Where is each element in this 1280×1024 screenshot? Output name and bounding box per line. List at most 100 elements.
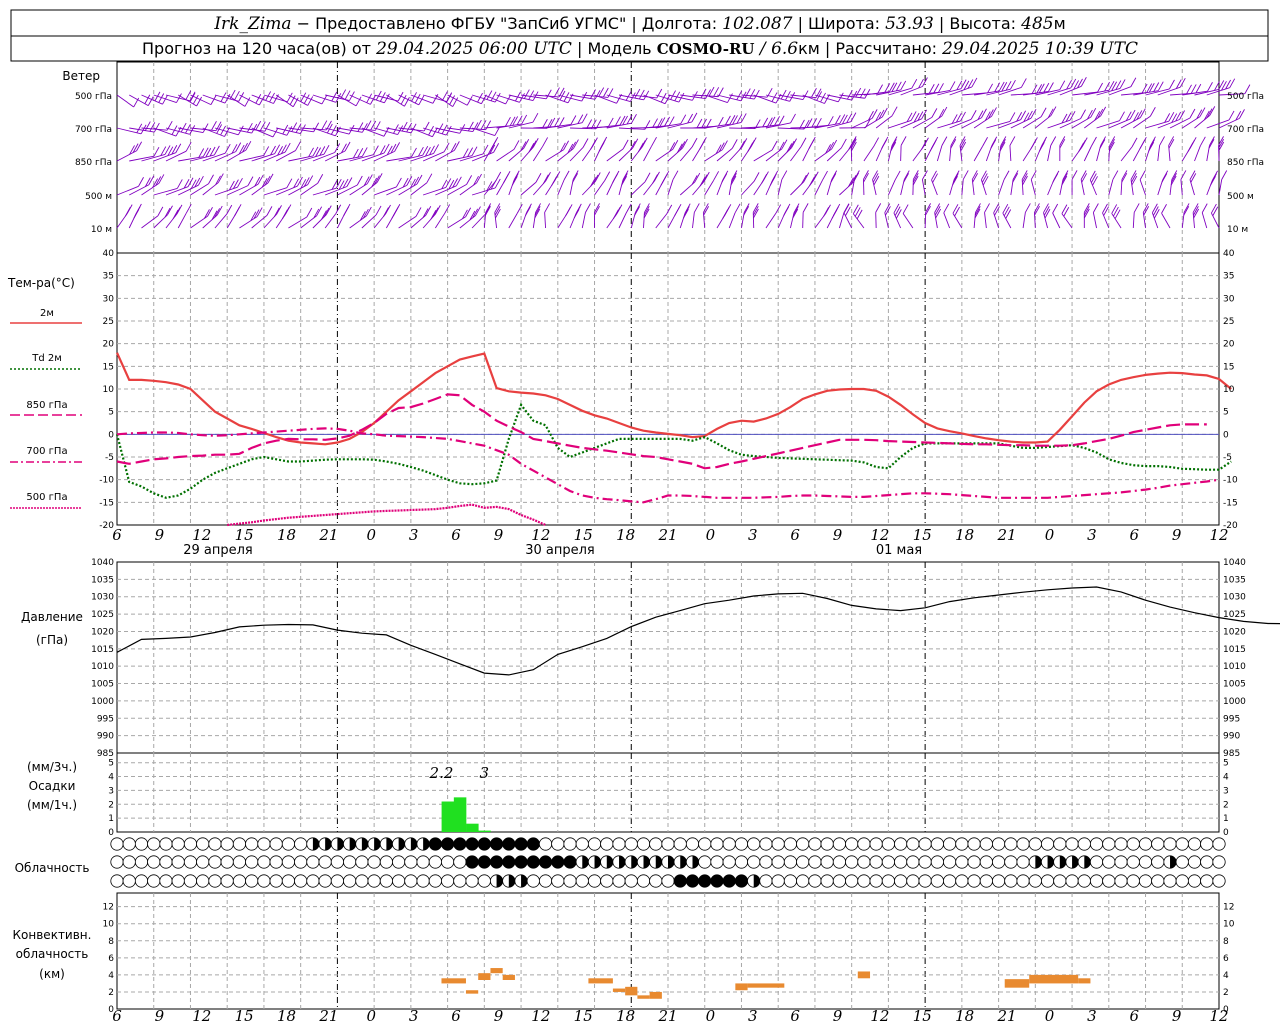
- wind-barb-flag: [692, 91, 698, 101]
- cloud-cover-circle: [208, 874, 222, 888]
- wind-barb-flag: [316, 206, 323, 216]
- wind-barb-flag: [494, 178, 501, 189]
- x-tick-label: 18: [955, 1007, 974, 1024]
- wind-barb-shaft: [361, 127, 385, 137]
- wind-barb: [631, 88, 663, 99]
- wind-barb-flag: [446, 93, 452, 103]
- wind-barb-flag: [247, 176, 254, 186]
- wind-barb: [288, 175, 314, 196]
- wind-barb: [520, 173, 542, 196]
- wind-barb-flag: [211, 210, 218, 220]
- wind-barb-shaft: [943, 212, 951, 229]
- wind-barb-flag: [1151, 203, 1158, 213]
- wind-barb-flag: [185, 123, 191, 134]
- wind-barb-flag: [172, 209, 179, 220]
- wind-barb: [1059, 136, 1066, 161]
- wind-barb-flag: [656, 88, 663, 99]
- cloud-cover-partial: [1059, 855, 1067, 869]
- wind-barb-flag: [185, 203, 192, 214]
- wind-barb-flag: [238, 144, 245, 155]
- wind-barb-flag: [313, 208, 320, 219]
- wind-barb: [177, 92, 203, 107]
- wind-barb: [275, 204, 292, 229]
- cloud-cover-circle: [551, 874, 565, 888]
- wind-barb-flag: [293, 178, 300, 188]
- wind-barb-shaft: [178, 127, 204, 134]
- wind-barb: [1096, 136, 1107, 162]
- wind-barb-flag: [129, 145, 135, 155]
- wind-barb-flag: [778, 115, 785, 125]
- wind-barb: [557, 204, 573, 229]
- wind-barb-flag: [625, 91, 632, 101]
- cloud-cover-circle: [1040, 874, 1055, 888]
- cloud-cover-circle: [183, 874, 198, 888]
- wind-barb: [177, 203, 192, 229]
- cloud-cover-circle: [196, 855, 210, 869]
- wind-barb: [655, 90, 685, 103]
- wind-barb: [971, 170, 979, 196]
- wind-barb: [921, 170, 928, 196]
- wind-barb-shaft: [508, 213, 518, 229]
- cloud-cover-circle: [269, 837, 283, 851]
- wind-barb-flag: [637, 142, 644, 153]
- wind-barb-flag: [205, 147, 212, 158]
- cloud-cover-circle: [845, 874, 859, 888]
- wind-barb-flag: [300, 179, 307, 189]
- wind-barb-shaft: [973, 146, 983, 162]
- cloud-cover-circle: [392, 874, 406, 888]
- wind-barb: [275, 141, 301, 162]
- model-resolution: / 6.6: [755, 39, 799, 59]
- wind-barb-flag: [370, 95, 376, 105]
- wind-barb-flag: [895, 81, 902, 92]
- wind-barb-flag: [216, 205, 223, 216]
- convective-cloud-bar: [735, 983, 748, 991]
- cloud-cover-circle: [526, 855, 540, 869]
- wind-barb-flag: [189, 125, 196, 135]
- day-label: 29 апреля: [183, 543, 253, 558]
- wind-barb-flag: [385, 204, 391, 215]
- wind-barb-shaft: [202, 127, 225, 137]
- wind-barb-flag: [846, 113, 853, 124]
- wind-barb-flag: [1016, 112, 1023, 122]
- convective-cloud-plot: [441, 968, 1091, 999]
- y-tick-label: 1020: [1223, 627, 1246, 637]
- wind-barb-flag: [1012, 170, 1019, 180]
- y-tick-label: 1035: [91, 575, 114, 585]
- cloud-cover-partial: [619, 855, 626, 869]
- wind-barb-flag: [830, 173, 837, 183]
- wind-barb-flag: [489, 144, 496, 155]
- cloud-cover-circle: [171, 837, 185, 851]
- wind-barb-flag: [572, 170, 579, 180]
- cloud-cover-circle: [710, 855, 724, 869]
- wind-barb-flag: [891, 82, 898, 92]
- wind-barb-shaft: [888, 87, 912, 96]
- wind-barb-flag: [615, 116, 621, 126]
- wind-barb: [459, 144, 489, 162]
- precip-bar: [466, 823, 479, 832]
- cloud-cover-circle: [673, 874, 687, 888]
- wind-barb-shaft: [618, 212, 627, 229]
- wind-barb-flag: [152, 178, 159, 188]
- wind-barb: [288, 92, 314, 106]
- wind-barb: [630, 137, 648, 162]
- wind-barb-flag: [740, 91, 747, 102]
- wind-barb-flag: [348, 124, 355, 135]
- wind-barb-shaft: [422, 187, 446, 196]
- wind-barb-flag: [1100, 136, 1107, 146]
- wind-barb-flag: [1171, 173, 1177, 183]
- wind-barb-flag: [400, 94, 407, 105]
- wind-barb-flag: [1050, 136, 1057, 146]
- wind-barb: [263, 178, 293, 196]
- wind-barb-flag: [1078, 142, 1084, 153]
- wind-barb-shaft: [165, 150, 187, 162]
- wind-barb-flag: [691, 112, 698, 123]
- cloud-cover-circle: [624, 874, 638, 888]
- wind-barb-flag: [902, 204, 909, 214]
- wind-barb-flag: [363, 176, 370, 186]
- wind-barb-flag: [672, 140, 679, 150]
- precip-annotation: 2.2: [429, 764, 454, 782]
- cloud-cover-circle: [698, 855, 712, 869]
- wind-barb-flag: [906, 112, 913, 123]
- wind-barb-flag: [313, 122, 320, 132]
- cloud-cover-circle: [1114, 874, 1128, 888]
